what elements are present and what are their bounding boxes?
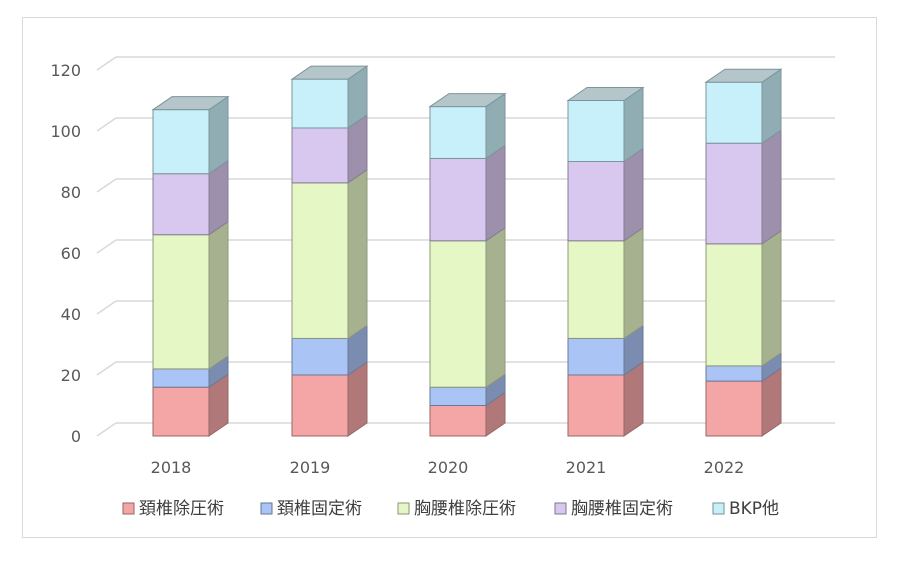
bar-segment [152,354,229,389]
bar-front [567,100,625,162]
bar-segment [152,159,229,236]
bar-front [705,81,763,144]
bar-front [567,337,625,376]
bar-side [623,147,644,242]
bar-segment [567,226,644,340]
x-tick-label: 2019 [290,458,331,477]
bar-front [429,106,487,159]
bar-segment [705,367,782,437]
bar-segment [290,65,369,129]
bar-top [428,93,507,108]
legend-label: 胸腰椎固定術 [571,499,673,519]
x-tick-label: 2020 [428,458,469,477]
bar-segment [429,144,506,242]
gridline-diagonal [96,239,117,254]
y-tick-label: 20 [61,366,81,385]
bar-top [704,68,783,83]
legend-label: BKP他 [729,499,779,519]
bar-segment [291,114,368,184]
y-tick-label: 0 [71,427,81,446]
gridline-diagonal [96,422,117,437]
y-tick-label: 80 [61,183,81,202]
bar-segment [152,373,229,437]
bar-segment [566,86,645,163]
bar-side [208,220,229,370]
bar-front [291,78,349,129]
bar-front [152,368,210,388]
y-tick-label: 40 [61,305,81,324]
gridline-diagonal [96,361,117,376]
bar-segment [567,324,644,376]
legend-swatch [712,502,725,515]
x-axis: 2018 2019 2020 2021 2022 [151,458,745,477]
bar-front [429,240,487,388]
legend-item: 頚椎固定術 [260,499,362,519]
bar-top [151,96,230,111]
bar-segment [705,229,782,367]
bar-front [567,240,625,339]
bar-segment [705,129,782,245]
bar-side [485,226,506,389]
x-tick-label: 2021 [566,458,607,477]
bar-front [705,380,763,437]
legend-swatch [397,502,410,515]
x-tick-label: 2018 [151,458,192,477]
y-axis: 0 20 40 60 80 100 120 [50,61,81,446]
bar-top [290,65,369,80]
bar-side [761,129,782,245]
bar-front [291,182,349,339]
bar-front [429,157,487,242]
bar-segment [429,226,506,389]
bar-front [429,405,487,437]
bar-front [705,142,763,245]
bar-front [291,374,349,437]
bar-front [152,173,210,236]
y-tick-label: 120 [50,61,81,80]
bar-front [567,161,625,242]
bar-side [623,226,644,340]
legend-item: 胸腰椎除圧術 [397,499,516,519]
legend-label: 頚椎固定術 [277,499,362,519]
bar-top [566,87,645,101]
bar-front [705,365,763,382]
legend-swatch [122,502,135,515]
legend-label: 頚椎除圧術 [139,499,224,519]
y-tick-label: 60 [61,244,81,263]
x-tick-label: 2022 [704,458,745,477]
bar-front [152,109,210,175]
legend: 頚椎除圧術 頚椎固定術 胸腰椎除圧術 胸腰椎固定術 BKP他 [122,499,779,519]
legend-item: 胸腰椎固定術 [554,499,673,519]
gridline-diagonal [96,117,117,132]
bar-front [152,386,210,437]
bar-segment [567,147,644,242]
bar-segment [704,68,783,145]
bar-front [567,374,625,437]
bar-segment [151,95,230,175]
legend-item: BKP他 [712,499,779,519]
bar-segment [291,168,368,340]
bar-segment [152,220,229,370]
bar-side [485,144,506,242]
gridline-diagonal [96,300,117,315]
legend-swatch [554,502,567,515]
gridline-diagonal [96,56,117,71]
bar-front [291,337,349,376]
bar-segment [567,361,644,437]
bar-front [152,234,210,370]
y-tick-label: 100 [50,122,81,141]
bars [151,65,783,437]
legend-swatch [260,502,273,515]
bar-front [429,386,487,407]
legend-item: 頚椎除圧術 [122,499,224,519]
bar-segment [429,373,506,407]
bar-segment [429,391,506,437]
bar-side [347,168,368,340]
bar-front [705,243,763,367]
bar-front [291,127,349,184]
bar-side [761,229,782,367]
gridline-diagonal [96,178,117,193]
bar-segment [428,92,507,160]
legend-label: 胸腰椎除圧術 [414,499,516,519]
